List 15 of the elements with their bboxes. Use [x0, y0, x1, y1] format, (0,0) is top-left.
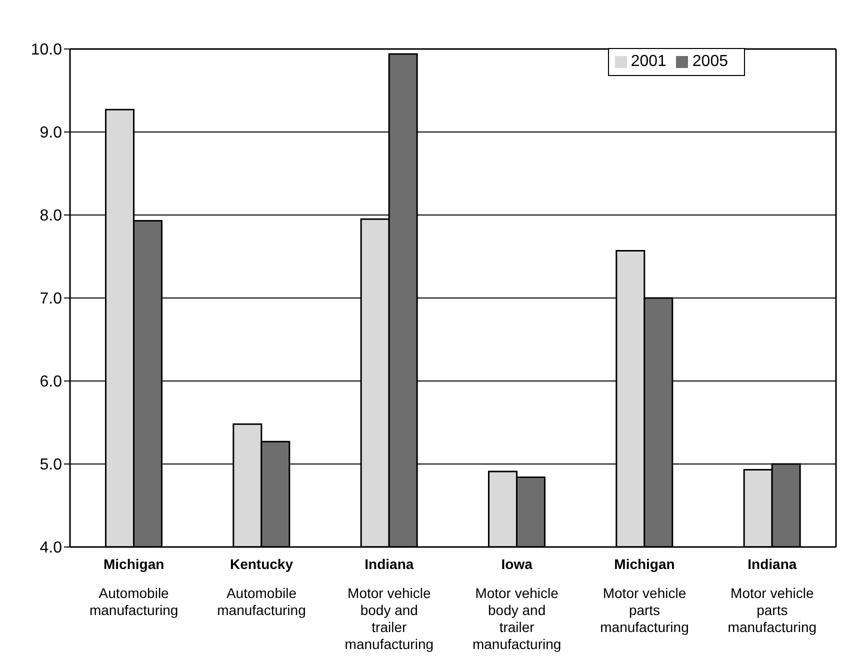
y-tick-label: 9.0	[40, 124, 62, 142]
x-tick-label: Michigan Motor vehicle parts manufacturing	[600, 556, 689, 635]
x-tick-label: Indiana Motor vehicle body and trailer manufacturing	[344, 556, 434, 652]
legend-label: 2001	[630, 53, 666, 70]
y-tick-label: 4.0	[40, 540, 62, 557]
y-tick-label: 10.0	[30, 42, 62, 59]
y-tick-label: 8.0	[40, 208, 62, 225]
legend-label: 2005	[692, 53, 728, 70]
x-tick-label: Michigan Automobile manufacturing	[89, 556, 178, 618]
x-tick-label: Iowa Motor vehicle body and trailer manufacturing	[472, 556, 562, 652]
y-tick-label: 7.0	[40, 290, 62, 308]
y-tick-label: 6.0	[40, 374, 62, 391]
x-tick-label: Kentucky Automobile manufacturing	[217, 556, 306, 618]
x-tick-label: Indiana Motor vehicle parts manufacturing	[728, 556, 817, 635]
y-tick-label: 5.0	[40, 456, 62, 474]
